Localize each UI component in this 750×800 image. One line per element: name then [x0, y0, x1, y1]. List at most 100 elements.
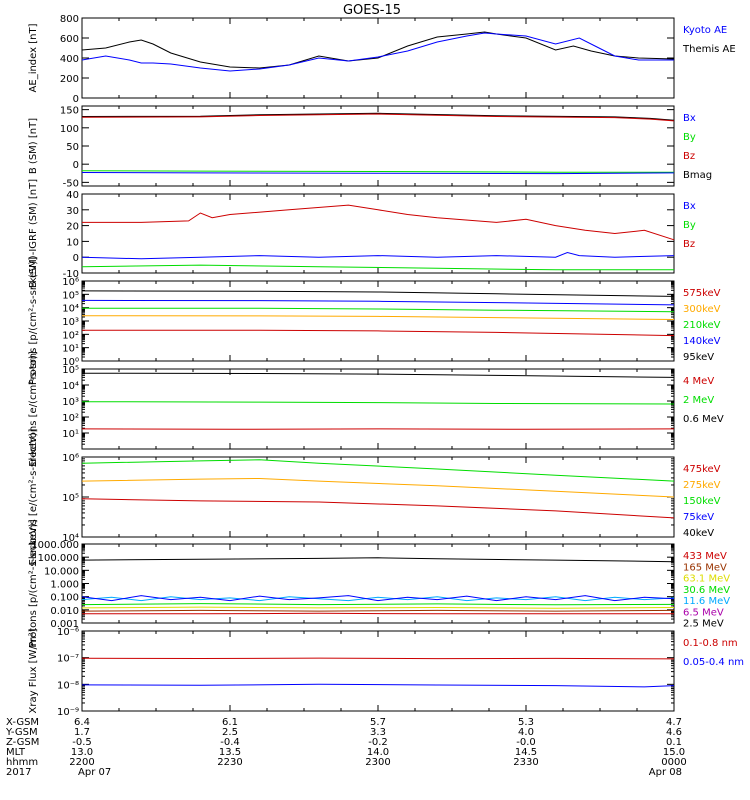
panel-4: 10⁰ 10¹ 10² 10³ 10⁴ 10⁵ 10⁶ Protons [p/(cm²-s-s… — [28, 257, 721, 385]
panel-frame — [81, 456, 675, 538]
x-axis-value: -0.2 — [368, 737, 388, 748]
series-line-0-1-0-8-nm — [81, 657, 675, 660]
y-tick-label: 10⁵ — [62, 365, 79, 376]
legend-entry: 165 MeV — [683, 562, 727, 573]
y-tick-label: 100.000 — [38, 553, 79, 564]
x-axis-value: 0.1 — [666, 737, 682, 748]
y-axis-label: Electrons [e/(cm²-s-sr-keV)] — [28, 428, 39, 565]
legend-entry: 0.1-0.8 nm — [683, 638, 738, 649]
y-tick-label: 10⁶ — [62, 277, 79, 288]
legend-entry: Bz — [683, 239, 695, 250]
figure-title: GOES-15 — [343, 3, 401, 18]
series-line-140kev — [81, 299, 675, 306]
y-tick-label: 1.000 — [50, 580, 79, 591]
series-line-by — [81, 170, 674, 173]
x-axis-row-label: 2017 — [6, 767, 31, 778]
y-tick-label: 10⁴ — [62, 381, 79, 392]
y-tick-label: 200 — [60, 74, 79, 85]
x-axis-value: Apr 07 — [78, 767, 111, 778]
y-tick-label: 0 — [73, 160, 79, 171]
y-axis-label: Electrons [e/(cm²-s-sr)] — [28, 351, 39, 467]
series-line-165-mev — [81, 609, 675, 612]
x-axis-value: 2230 — [217, 757, 242, 768]
y-tick-label: 10¹ — [62, 429, 79, 440]
series-line-63-1-mev — [81, 606, 675, 609]
legend-entry: 433 MeV — [683, 551, 727, 562]
y-tick-label: 0.010 — [50, 606, 79, 617]
series-line-210kev — [82, 307, 675, 313]
y-tick-label: 40 — [66, 190, 79, 201]
y-tick-label: 400 — [60, 54, 79, 65]
y-tick-label: 10⁴ — [62, 533, 79, 544]
legend-entry: Bx — [683, 201, 696, 212]
x-axis-row-label: Z-GSM — [6, 737, 39, 748]
x-axis-value: 13.0 — [71, 747, 93, 758]
legend-entry: 6.5 MeV — [683, 607, 724, 618]
series-line-95kev — [81, 290, 675, 297]
series-line-0-05-0-4-nm — [81, 683, 675, 688]
series-line-bz — [82, 204, 675, 241]
legend-entry: Bz — [683, 151, 695, 162]
legend-entry: 30.6 MeV — [683, 585, 730, 596]
series-line-11-6-mev — [81, 596, 675, 602]
y-axis-label: AE_index [nT] — [28, 23, 39, 92]
x-axis-value: -0.5 — [72, 737, 92, 748]
legend-entry: 300keV — [683, 304, 721, 315]
series-line-150kev — [81, 459, 675, 482]
legend-entry: Kyoto AE — [683, 25, 727, 36]
x-axis-row-label: X-GSM — [6, 717, 39, 728]
y-tick-label: 10⁻⁸ — [57, 680, 79, 691]
x-axis-value: Apr 08 — [649, 767, 682, 778]
panel-frame — [81, 193, 675, 274]
legend-entry: 275keV — [683, 480, 721, 491]
panel-frame — [81, 105, 675, 187]
legend-entry: 75keV — [683, 512, 714, 523]
y-axis-label: B (SM)-IGRF (SM) [nT] — [28, 179, 39, 288]
panel-8: 10⁻⁹ 10⁻⁸ 10⁻⁷ 10⁻⁶ Xray Flux [W/m²] 0.1-0.8 … — [28, 627, 744, 718]
y-tick-label: 10⁻⁷ — [57, 654, 79, 665]
series-line-kyoto-ae — [81, 32, 674, 72]
y-tick-label: 50 — [66, 142, 79, 153]
y-tick-label: 0 — [73, 94, 79, 105]
legend-entry: 4 MeV — [683, 376, 714, 387]
series-line-themis-ae — [81, 31, 675, 69]
y-tick-label: 10² — [62, 330, 79, 341]
y-tick-label: 800 — [60, 14, 79, 25]
y-tick-label: 10⁻⁶ — [57, 627, 79, 638]
y-axis-label: B (SM) [nT] — [28, 118, 39, 174]
series-line-by — [81, 264, 674, 271]
legend-entry: 40keV — [683, 528, 714, 539]
x-axis-row-label: hhmm — [6, 757, 38, 768]
legend-entry: 575keV — [683, 288, 721, 299]
y-tick-label: 30 — [66, 206, 79, 217]
x-axis-value: 3.3 — [370, 727, 386, 738]
x-axis-value: 2.5 — [222, 727, 238, 738]
series-line-6-5-mev — [81, 595, 675, 602]
x-axis-value: 4.7 — [666, 717, 682, 728]
y-axis-label: Xray Flux [W/m²] — [28, 628, 39, 713]
panel-6: 10⁴ 10⁵ 10⁶ Electrons [e/(cm²-s-sr-keV)] 475… — [28, 428, 721, 565]
series-line-bx — [81, 251, 675, 260]
series-line-bx — [81, 172, 675, 175]
legend-entry: Bx — [683, 113, 696, 124]
series-line-30-6-mev — [81, 603, 675, 606]
series-line-0-6-mev — [81, 372, 675, 378]
x-axis-value: 0000 — [661, 757, 686, 768]
legend-entry: 95keV — [683, 352, 714, 363]
y-axis-label: Protons [p/(cm²-s-sr-keV)] — [28, 257, 39, 385]
x-axis-value: 5.3 — [518, 717, 534, 728]
series-line-2-5-mev — [81, 557, 675, 563]
legend-entry: 63.1 MeV — [683, 574, 730, 585]
series-line-bmag — [81, 112, 675, 121]
x-axis-row-label: Y-GSM — [5, 727, 38, 738]
series-line-bz — [81, 113, 675, 122]
y-tick-label: 10⁶ — [62, 453, 79, 464]
legend-entry: 150keV — [683, 496, 721, 507]
x-axis-value: 14.5 — [515, 747, 537, 758]
x-axis-value: 4.0 — [518, 727, 534, 738]
series-line-2-mev — [81, 401, 675, 405]
x-axis-value: 1.7 — [74, 727, 90, 738]
